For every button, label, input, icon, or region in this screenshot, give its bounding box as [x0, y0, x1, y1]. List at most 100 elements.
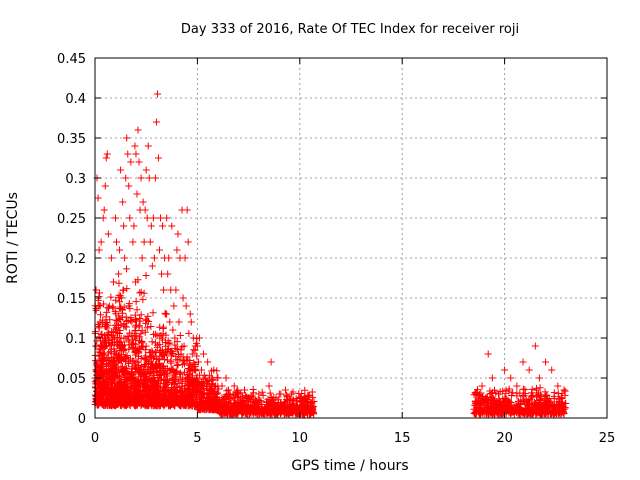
- data-point: [112, 368, 120, 376]
- data-point: [145, 375, 153, 383]
- data-point: [122, 389, 130, 397]
- data-point: [184, 389, 192, 397]
- data-point: [159, 222, 167, 230]
- data-point: [116, 355, 124, 363]
- data-point: [135, 322, 143, 330]
- data-point: [179, 294, 187, 302]
- data-point: [123, 134, 131, 142]
- data-point: [200, 350, 208, 358]
- data-point: [128, 318, 136, 326]
- data-point: [157, 214, 165, 222]
- data-point: [132, 340, 140, 348]
- data-point: [136, 333, 144, 341]
- x-tick-label: 25: [599, 431, 616, 446]
- data-point: [117, 357, 125, 365]
- data-point: [120, 334, 128, 342]
- data-point: [117, 384, 125, 392]
- data-point: [125, 302, 133, 310]
- data-point: [189, 393, 197, 401]
- data-point: [124, 392, 132, 400]
- data-point: [124, 333, 132, 341]
- data-point: [135, 368, 143, 376]
- data-point: [186, 370, 194, 378]
- data-point: [142, 272, 150, 280]
- data-point: [177, 346, 185, 354]
- data-point: [140, 238, 148, 246]
- data-point: [141, 328, 149, 336]
- data-point: [123, 317, 131, 325]
- data-point: [154, 397, 162, 405]
- data-point: [127, 341, 135, 349]
- data-point: [164, 270, 172, 278]
- data-point: [120, 222, 128, 230]
- data-point: [185, 329, 193, 337]
- data-point: [115, 279, 123, 287]
- chart-title: Day 333 of 2016, Rate Of TEC Index for r…: [181, 22, 519, 37]
- data-point: [113, 238, 121, 246]
- data-point: [267, 358, 275, 366]
- data-point: [96, 349, 104, 357]
- data-point: [174, 392, 182, 400]
- data-point: [133, 347, 141, 355]
- data-point: [143, 317, 151, 325]
- data-point: [548, 366, 556, 374]
- data-point: [507, 374, 515, 382]
- data-point: [124, 401, 132, 409]
- data-point: [191, 346, 199, 354]
- data-point: [155, 399, 163, 407]
- data-point: [98, 343, 106, 351]
- data-point: [161, 309, 169, 317]
- data-point: [132, 278, 140, 286]
- data-point: [103, 150, 111, 158]
- data-point: [116, 246, 124, 254]
- data-point: [131, 385, 139, 393]
- data-point: [107, 254, 115, 262]
- data-point: [152, 349, 160, 357]
- data-point: [144, 142, 152, 150]
- data-point: [129, 382, 137, 390]
- y-tick-label: 0.05: [57, 372, 86, 387]
- data-point: [94, 320, 102, 328]
- data-point: [141, 361, 149, 369]
- data-point: [191, 362, 199, 370]
- data-point: [112, 316, 120, 324]
- data-point: [117, 303, 125, 311]
- data-point: [107, 385, 115, 393]
- data-point: [172, 356, 180, 364]
- data-point: [108, 328, 116, 336]
- data-point: [112, 296, 120, 304]
- data-point: [98, 360, 106, 368]
- data-point: [128, 363, 136, 371]
- data-point: [129, 357, 137, 365]
- data-point: [190, 376, 198, 384]
- data-point: [130, 400, 138, 408]
- data-point: [143, 324, 151, 332]
- data-point: [135, 392, 143, 400]
- data-point: [146, 369, 154, 377]
- x-axis-label: GPS time / hours: [291, 458, 408, 474]
- data-point: [125, 359, 133, 367]
- data-point: [148, 347, 156, 355]
- data-point: [95, 352, 103, 360]
- data-point: [134, 126, 142, 134]
- data-point: [255, 390, 263, 398]
- data-point: [97, 238, 105, 246]
- data-point: [116, 298, 124, 306]
- data-point: [100, 300, 108, 308]
- data-point: [121, 353, 129, 361]
- data-point: [129, 238, 137, 246]
- data-point: [116, 305, 124, 313]
- data-point: [95, 246, 103, 254]
- data-point: [100, 377, 108, 385]
- data-point: [133, 306, 141, 314]
- data-point: [171, 401, 179, 409]
- data-point: [172, 345, 180, 353]
- data-point: [139, 296, 147, 304]
- data-point: [194, 358, 202, 366]
- data-point: [153, 90, 161, 98]
- data-point: [143, 391, 151, 399]
- data-point: [187, 367, 195, 375]
- data-point: [163, 356, 171, 364]
- data-point: [125, 182, 133, 190]
- data-point: [96, 375, 104, 383]
